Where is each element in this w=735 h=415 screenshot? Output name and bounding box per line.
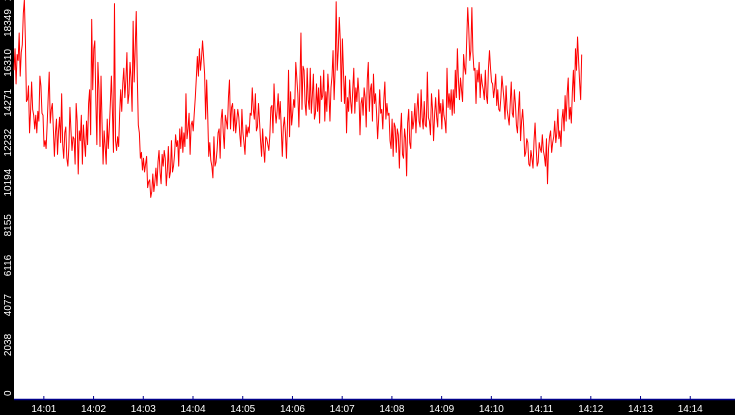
y-tick-label: 4077 bbox=[3, 294, 14, 317]
y-tick-label: 10194 bbox=[3, 168, 14, 196]
x-tick-label: 14:14 bbox=[678, 404, 703, 415]
y-tick-label: 2038 bbox=[3, 333, 14, 356]
x-tick-label: 14:08 bbox=[379, 404, 404, 415]
x-tick-label: 14:07 bbox=[330, 404, 355, 415]
x-tick-label: 14:06 bbox=[280, 404, 305, 415]
series-line bbox=[13, 0, 583, 198]
y-tick-label: 16310 bbox=[3, 49, 14, 77]
y-tick-label: 6116 bbox=[3, 254, 14, 276]
y-tick-label: 8155 bbox=[3, 214, 14, 237]
y-axis-bar bbox=[0, 0, 14, 400]
x-tick-label: 14:09 bbox=[429, 404, 454, 415]
x-axis-bar bbox=[0, 400, 735, 415]
x-tick-label: 14:13 bbox=[628, 404, 653, 415]
x-tick-label: 14:03 bbox=[131, 404, 156, 415]
x-tick-label: 14:11 bbox=[529, 404, 554, 415]
y-tick-label: 18349 bbox=[3, 9, 14, 37]
y-tick-label: 14271 bbox=[3, 88, 14, 116]
x-tick-label: 14:05 bbox=[230, 404, 255, 415]
x-tick-label: 14:12 bbox=[578, 404, 603, 415]
x-tick-label: 14:10 bbox=[479, 404, 504, 415]
x-tick-label: 14:04 bbox=[180, 404, 205, 415]
y-tick-label: 12232 bbox=[3, 128, 14, 156]
x-axis-ticks: 14:01 14:02 14:03 14:04 14:05 14:06 14:07 14:08… bbox=[31, 396, 703, 415]
y-tick-label: 20388 bbox=[3, 0, 14, 1]
y-tick-label: 0 bbox=[3, 390, 14, 396]
x-tick-label: 14:02 bbox=[81, 404, 106, 415]
y-axis-ticks: 0 2038 4077 6116 8155 10194 12232 14271 16310 183… bbox=[3, 0, 14, 396]
x-tick-label: 14:01 bbox=[31, 404, 56, 415]
